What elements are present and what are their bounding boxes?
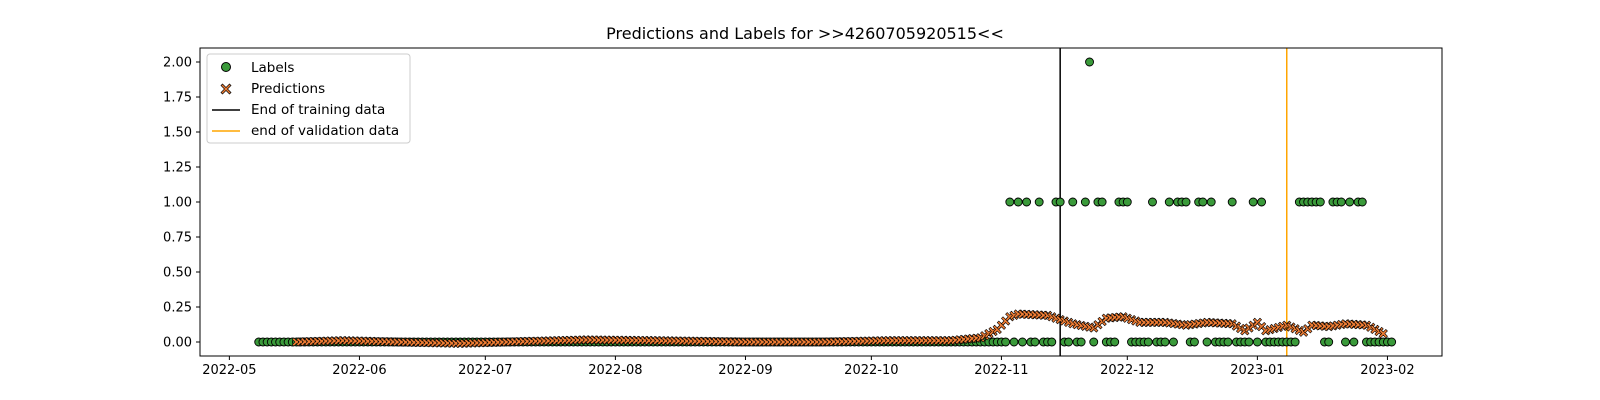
- label-point: [1064, 337, 1074, 347]
- x-tick-label: 2022-11: [974, 363, 1028, 378]
- label-point: [1097, 197, 1107, 207]
- label-point: [1169, 337, 1178, 347]
- x-tick-label: 2023-02: [1360, 363, 1414, 378]
- label-point: [1252, 337, 1262, 347]
- label-point: [1349, 337, 1359, 347]
- label-point: [1336, 197, 1346, 207]
- label-point: [1085, 57, 1094, 67]
- x-tick-label: 2022-10: [844, 363, 898, 378]
- x-tick-label: 2022-09: [718, 363, 772, 378]
- prediction-point: [988, 326, 998, 337]
- label-point: [1160, 337, 1170, 347]
- label-point: [1030, 337, 1040, 347]
- label-point: [1223, 337, 1233, 347]
- label-point: [1017, 337, 1027, 347]
- legend-predictions-marker: [220, 83, 232, 95]
- label-point: [1076, 337, 1086, 347]
- label-point: [1001, 337, 1011, 347]
- legend-box: [206, 53, 411, 144]
- prediction-point: [975, 333, 986, 343]
- prediction-point: [980, 331, 990, 341]
- legend-validation-text: end of validation data: [251, 123, 399, 139]
- y-tick-label: 1.25: [163, 161, 192, 176]
- label-point: [1181, 197, 1191, 207]
- label-point: [1387, 337, 1397, 347]
- x-tick-label: 2022-12: [1100, 363, 1154, 378]
- label-point: [1034, 197, 1044, 207]
- legend: Labels Predictions End of training data …: [206, 53, 411, 144]
- label-point: [1315, 197, 1325, 207]
- y-axis-ticks: 0.00 0.25 0.50 0.75 1.00 1.25 1.50 1.75 2.00: [163, 56, 200, 351]
- y-tick-label: 1.50: [163, 126, 192, 141]
- label-point: [1341, 337, 1350, 347]
- label-point: [1189, 337, 1199, 347]
- label-point: [1080, 197, 1090, 207]
- label-point: [1345, 197, 1355, 207]
- label-point: [1013, 197, 1023, 207]
- label-point: [1202, 337, 1212, 347]
- legend-labels-marker: [221, 62, 231, 72]
- label-point: [1227, 197, 1237, 207]
- x-tick-label: 2023-01: [1230, 363, 1284, 378]
- prediction-points: [291, 309, 1388, 349]
- label-point: [1324, 337, 1334, 347]
- label-point: [1047, 337, 1057, 347]
- label-point: [1164, 197, 1174, 207]
- x-tick-label: 2022-05: [202, 363, 256, 378]
- label-point: [1290, 337, 1300, 347]
- y-tick-label: 0.75: [163, 231, 192, 246]
- x-axis-ticks: 2022-05 2022-06 2022-07 2022-08 2022-09 2022-…: [202, 356, 1415, 378]
- label-point: [1248, 197, 1258, 207]
- y-tick-label: 0.00: [163, 336, 192, 351]
- legend-labels-text: Labels: [251, 60, 294, 76]
- label-point: [1143, 337, 1153, 347]
- y-tick-label: 1.00: [163, 196, 192, 211]
- label-point: [1055, 197, 1065, 207]
- label-point: [1257, 197, 1267, 207]
- x-tick-label: 2022-06: [332, 363, 386, 378]
- x-tick-label: 2022-08: [588, 363, 642, 378]
- legend-predictions-text: Predictions: [251, 81, 325, 97]
- y-tick-label: 0.25: [163, 301, 192, 316]
- legend-training-text: End of training data: [251, 102, 385, 118]
- y-tick-label: 2.00: [163, 56, 192, 71]
- label-point: [1148, 197, 1157, 207]
- y-tick-label: 0.50: [163, 266, 192, 281]
- prediction-point: [984, 328, 994, 339]
- prediction-point: [1378, 328, 1388, 339]
- label-point: [1198, 197, 1208, 207]
- label-point: [1206, 197, 1216, 207]
- chart-title: Predictions and Labels for >>42607059205…: [606, 24, 1004, 43]
- y-tick-label: 1.75: [163, 91, 192, 106]
- label-point: [1122, 197, 1132, 207]
- label-point: [1110, 337, 1120, 347]
- label-point: [1244, 337, 1254, 347]
- label-point: [1068, 197, 1078, 207]
- label-point: [1022, 197, 1032, 207]
- label-point: [1009, 337, 1019, 347]
- label-point: [1357, 197, 1367, 207]
- label-point: [1089, 337, 1099, 347]
- label-point: [1005, 197, 1015, 207]
- x-tick-label: 2022-07: [458, 363, 512, 378]
